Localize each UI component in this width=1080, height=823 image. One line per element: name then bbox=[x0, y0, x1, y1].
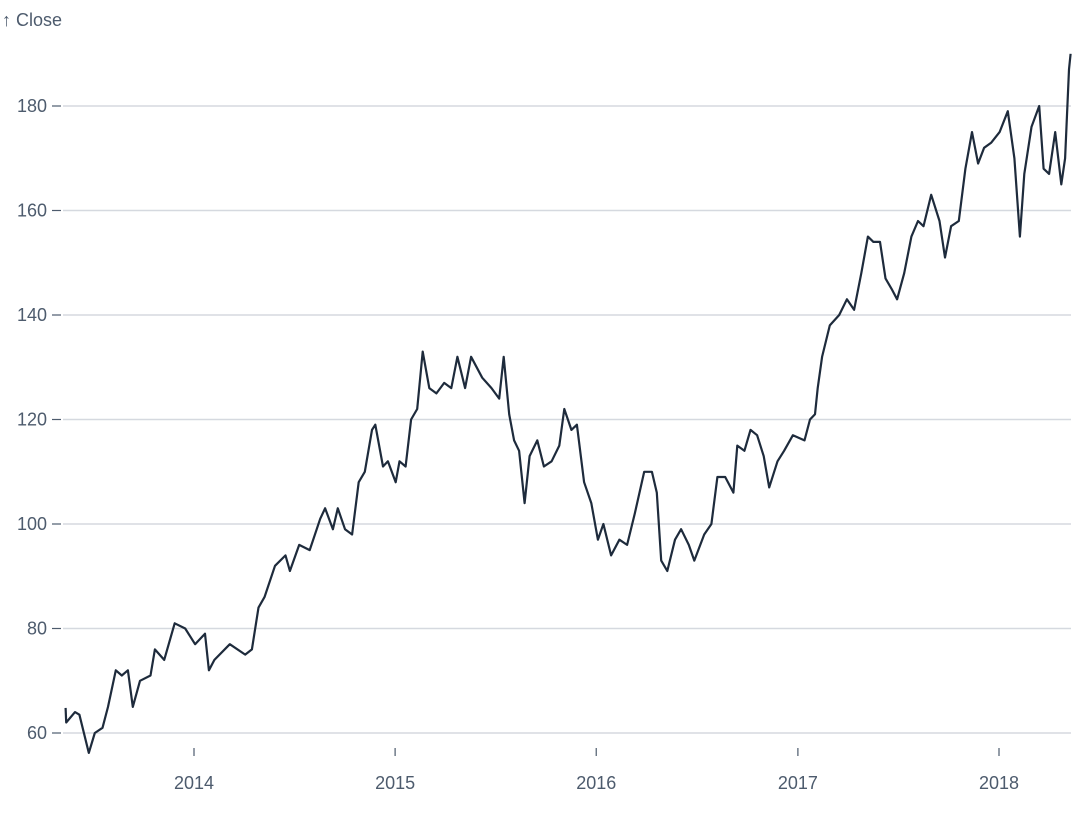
y-tick-label: 140 bbox=[17, 305, 47, 325]
x-tick-label: 2016 bbox=[576, 773, 616, 793]
y-tick-label: 100 bbox=[17, 514, 47, 534]
y-tick-label: 80 bbox=[27, 619, 47, 639]
x-tick-label: 2015 bbox=[375, 773, 415, 793]
close-price-line bbox=[64, 53, 1072, 754]
y-tick-label: 160 bbox=[17, 201, 47, 221]
x-tick-label: 2014 bbox=[174, 773, 214, 793]
x-tick-label: 2017 bbox=[778, 773, 818, 793]
y-tick-label: 60 bbox=[27, 723, 47, 743]
x-tick-label: 2018 bbox=[979, 773, 1019, 793]
y-tick-label: 120 bbox=[17, 410, 47, 430]
y-axis-label: ↑ Close bbox=[2, 10, 62, 30]
y-tick-label: 180 bbox=[17, 96, 47, 116]
